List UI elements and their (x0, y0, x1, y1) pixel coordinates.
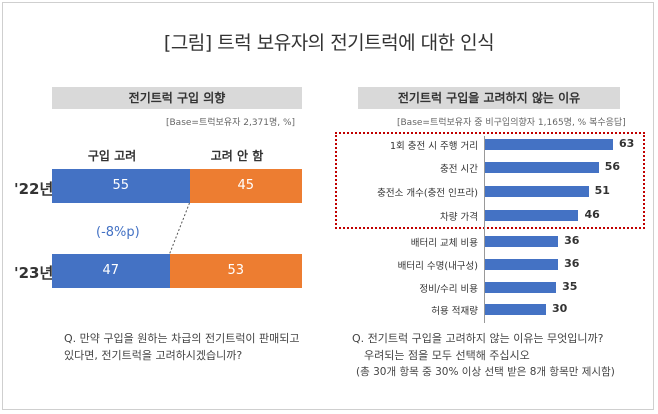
bar-23-not-consider: 53 (169, 254, 302, 288)
right-question-line3: (총 30개 항목 중 30% 이상 선택 받은 8개 항목만 제시함) (356, 366, 615, 378)
year-label-22: '22년 (14, 180, 54, 198)
category-label: 차량 가격 (440, 212, 478, 223)
category-label: 1회 충전 시 주행 거리 (389, 141, 478, 152)
category-axis-line (484, 136, 485, 323)
bar-22-not-consider: 45 (189, 169, 302, 203)
reason-bar (485, 304, 546, 315)
left-question: Q. 만약 구입을 원하는 차급의 전기트럭이 판매되고 있다면, 전기트럭을 … (64, 332, 300, 362)
category-label: 충전 시간 (440, 164, 478, 175)
category-label: 허용 적재량 (431, 306, 478, 317)
figure-frame (2, 2, 654, 410)
reason-value: 30 (551, 302, 568, 315)
reason-bar (485, 282, 557, 293)
reason-value: 46 (584, 208, 600, 221)
category-label: 배터리 교체 비용 (410, 238, 478, 249)
legend-consider: 구입 고려 (87, 149, 137, 163)
reason-bar (485, 236, 559, 247)
right-question-line1: Q. 전기트럭 구입을 고려하지 않는 이유는 무엇입니까? (352, 332, 604, 345)
change-connector-line (169, 202, 190, 255)
reason-value: 35 (562, 280, 578, 293)
reason-bar (485, 186, 589, 197)
reason-bar (485, 162, 599, 173)
left-panel-title: 전기트럭 구입 의향 (52, 87, 302, 109)
left-base-note: [Base=트럭보유자 2,371명, %] (166, 118, 296, 128)
bar-22-consider: 55 (52, 169, 190, 203)
category-label: 배터리 수명(내구성) (397, 261, 478, 272)
category-label: 정비/수리 비용 (419, 284, 478, 295)
reason-value: 36 (564, 257, 580, 270)
main-title: [그림] 트럭 보유자의 전기트럭에 대한 인식 (163, 32, 495, 54)
reason-bar (485, 139, 613, 150)
reason-value: 36 (564, 234, 580, 247)
legend-not-consider: 고려 안 함 (210, 149, 264, 163)
reason-bar (485, 210, 579, 221)
reason-value: 56 (604, 160, 621, 173)
year-label-23: '23년 (14, 264, 54, 282)
category-label: 충전소 개수(충전 인프라) (377, 188, 478, 199)
reason-bar (485, 259, 559, 270)
top-reasons-highlight (335, 132, 645, 229)
reason-value: 63 (619, 137, 635, 150)
change-annotation: (-8%p) (96, 225, 140, 240)
bar-23-consider: 47 (52, 254, 170, 288)
reason-value: 51 (594, 184, 610, 197)
right-base-note: [Base=트럭보유자 중 비구입의향자 1,165명, % 복수응답] (397, 118, 626, 128)
right-panel-title: 전기트럭 구입을 고려하지 않는 이유 (358, 87, 620, 109)
right-question-line2: 우려되는 점을 모두 선택해 주십시오 (364, 349, 530, 362)
